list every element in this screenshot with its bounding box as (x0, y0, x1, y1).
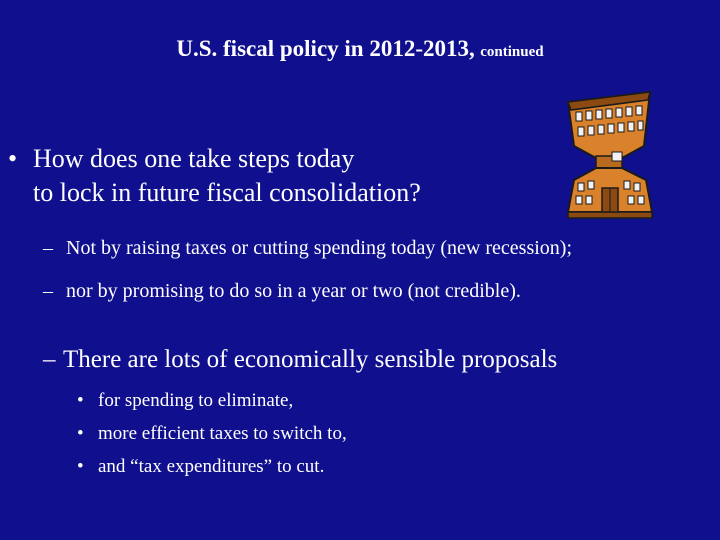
dash-marker: – (43, 280, 53, 302)
proposals-text: There are lots of economically sensible … (63, 346, 558, 373)
bullet-marker: • (8, 144, 18, 173)
building-clipart-icon (566, 90, 654, 219)
proposal-item-text: for spending to eliminate, (98, 390, 294, 411)
proposal-item-text: more efficient taxes to switch to, (98, 423, 347, 444)
sub-bullet-2-text: nor by promising to do so in a year or t… (66, 280, 521, 302)
title-continued: continued (480, 44, 544, 60)
title-main: U.S. fiscal policy in 2012-2013, (176, 36, 475, 61)
bullet-marker: • (77, 423, 84, 444)
slide-title: U.S. fiscal policy in 2012-2013, continu… (0, 36, 720, 62)
proposal-item-text: and “tax expenditures” to cut. (98, 456, 325, 477)
bullet-marker: • (77, 456, 84, 477)
main-bullet-line-1: How does one take steps today (33, 144, 355, 173)
dash-marker: – (43, 237, 53, 259)
sub-bullet-1-text: Not by raising taxes or cutting spending… (66, 237, 572, 259)
bullet-marker: • (77, 390, 84, 411)
main-bullet-line-2: to lock in future fiscal consolidation? (33, 178, 421, 207)
dash-marker: – (43, 346, 56, 373)
